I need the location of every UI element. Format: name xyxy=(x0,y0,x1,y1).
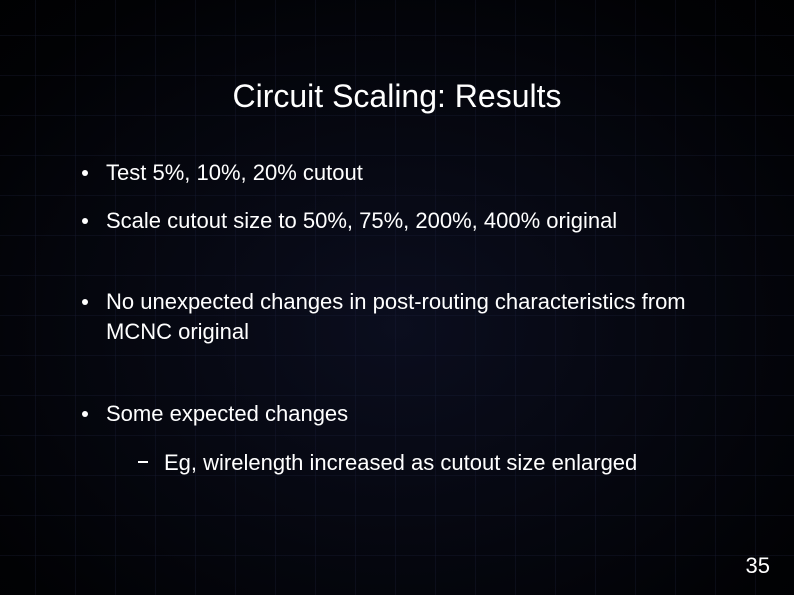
bullet-text: Some expected changes xyxy=(106,401,348,426)
bullet-item: No unexpected changes in post-routing ch… xyxy=(74,287,744,346)
slide: Circuit Scaling: Results Test 5%, 10%, 2… xyxy=(0,0,794,595)
slide-title: Circuit Scaling: Results xyxy=(0,78,794,115)
sub-bullet-list: Eg, wirelength increased as cutout size … xyxy=(132,448,744,478)
slide-content: Test 5%, 10%, 20% cutout Scale cutout si… xyxy=(74,158,744,478)
bullet-item: Scale cutout size to 50%, 75%, 200%, 400… xyxy=(74,206,744,236)
bullet-item: Some expected changes Eg, wirelength inc… xyxy=(74,399,744,478)
sub-bullet-item: Eg, wirelength increased as cutout size … xyxy=(132,448,744,478)
bullet-list: Test 5%, 10%, 20% cutout Scale cutout si… xyxy=(74,158,744,478)
page-number: 35 xyxy=(746,553,770,579)
bullet-item: Test 5%, 10%, 20% cutout xyxy=(74,158,744,188)
